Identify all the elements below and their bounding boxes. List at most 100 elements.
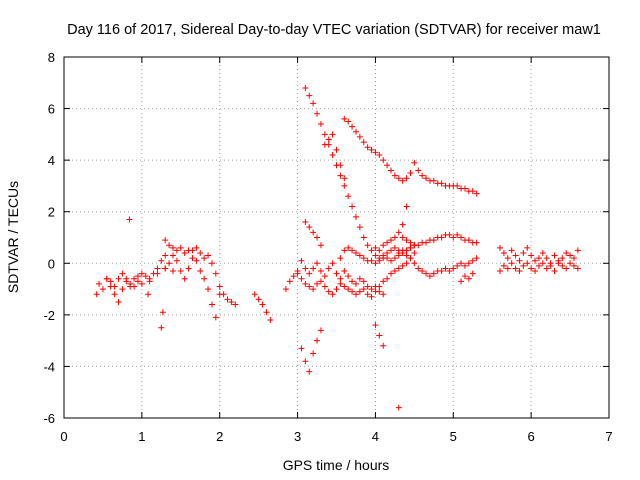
x-axis-label: GPS time / hours bbox=[283, 457, 390, 473]
data-point bbox=[535, 255, 542, 262]
data-point bbox=[267, 317, 274, 324]
data-point bbox=[520, 249, 527, 256]
series-arc-q bbox=[372, 322, 387, 349]
data-point bbox=[532, 268, 539, 275]
data-point bbox=[337, 172, 344, 179]
data-point bbox=[407, 244, 414, 251]
series-arc-f bbox=[282, 249, 418, 300]
data-point bbox=[384, 162, 391, 169]
data-point bbox=[380, 342, 387, 349]
data-point bbox=[162, 237, 169, 244]
data-point bbox=[391, 255, 398, 262]
data-point bbox=[442, 265, 449, 272]
data-point bbox=[115, 298, 122, 305]
data-point bbox=[162, 252, 169, 259]
data-point bbox=[329, 291, 336, 298]
data-point bbox=[228, 298, 235, 305]
data-point bbox=[403, 175, 410, 182]
data-point bbox=[364, 291, 371, 298]
data-point bbox=[391, 244, 398, 251]
data-point bbox=[563, 249, 570, 256]
data-point bbox=[96, 280, 103, 287]
data-point bbox=[388, 247, 394, 254]
data-point bbox=[356, 224, 363, 231]
data-point bbox=[173, 247, 180, 254]
data-point bbox=[302, 265, 309, 272]
data-point bbox=[232, 301, 239, 308]
data-point bbox=[345, 118, 352, 125]
data-point bbox=[372, 283, 379, 290]
data-point bbox=[411, 159, 418, 166]
y-tick-label: 0 bbox=[48, 256, 55, 271]
data-point bbox=[131, 283, 138, 290]
data-point bbox=[93, 291, 100, 298]
data-point bbox=[352, 128, 359, 135]
data-point bbox=[465, 237, 472, 244]
data-point bbox=[349, 288, 356, 295]
data-point bbox=[438, 268, 445, 275]
data-point bbox=[419, 268, 426, 275]
data-point bbox=[391, 268, 398, 275]
x-tick-label: 7 bbox=[605, 429, 612, 444]
data-point bbox=[333, 286, 340, 293]
data-point bbox=[524, 260, 531, 267]
data-point bbox=[368, 146, 375, 153]
data-point bbox=[349, 123, 356, 130]
data-point bbox=[469, 188, 476, 195]
data-point bbox=[380, 252, 387, 259]
series-arc-t bbox=[126, 216, 166, 331]
data-point bbox=[430, 177, 437, 184]
data-point bbox=[395, 247, 402, 254]
data-point bbox=[181, 249, 188, 256]
series-arc-m bbox=[321, 131, 348, 182]
data-point bbox=[364, 242, 371, 249]
data-point bbox=[317, 121, 324, 128]
series-arc-s bbox=[458, 270, 476, 285]
data-point bbox=[111, 291, 118, 298]
data-point bbox=[302, 219, 309, 226]
y-tick-label: -2 bbox=[43, 308, 55, 323]
series-arc-r bbox=[395, 203, 410, 411]
data-point bbox=[388, 257, 394, 264]
data-point bbox=[407, 255, 414, 262]
data-point bbox=[138, 280, 145, 287]
data-point bbox=[574, 265, 581, 272]
data-point bbox=[193, 244, 200, 251]
data-point bbox=[317, 327, 324, 334]
data-point bbox=[337, 280, 344, 287]
data-point bbox=[306, 224, 313, 231]
data-point bbox=[286, 278, 293, 285]
data-point bbox=[399, 221, 406, 228]
data-point bbox=[310, 265, 317, 272]
data-point bbox=[399, 177, 406, 184]
data-point bbox=[306, 270, 313, 277]
data-point bbox=[372, 149, 379, 156]
y-tick-label: -6 bbox=[43, 411, 55, 426]
data-point bbox=[115, 275, 122, 282]
data-point bbox=[298, 257, 305, 264]
data-point bbox=[532, 257, 539, 264]
data-point bbox=[516, 257, 523, 264]
data-point bbox=[314, 337, 321, 344]
data-point bbox=[395, 175, 402, 182]
data-point bbox=[345, 244, 352, 251]
x-tick-label: 2 bbox=[216, 429, 223, 444]
data-point bbox=[107, 278, 114, 285]
data-point bbox=[539, 260, 546, 267]
data-point bbox=[500, 249, 507, 256]
x-tick-label: 6 bbox=[528, 429, 535, 444]
data-point bbox=[376, 288, 383, 295]
data-point bbox=[372, 244, 379, 251]
data-point bbox=[224, 296, 231, 303]
data-point bbox=[341, 115, 348, 122]
data-point bbox=[430, 270, 437, 277]
data-point bbox=[399, 249, 406, 256]
data-point bbox=[123, 275, 130, 282]
data-point bbox=[154, 265, 161, 272]
data-point bbox=[450, 265, 457, 272]
data-point bbox=[360, 255, 367, 262]
data-point bbox=[345, 193, 352, 200]
data-point bbox=[535, 262, 542, 269]
data-point bbox=[446, 231, 453, 238]
